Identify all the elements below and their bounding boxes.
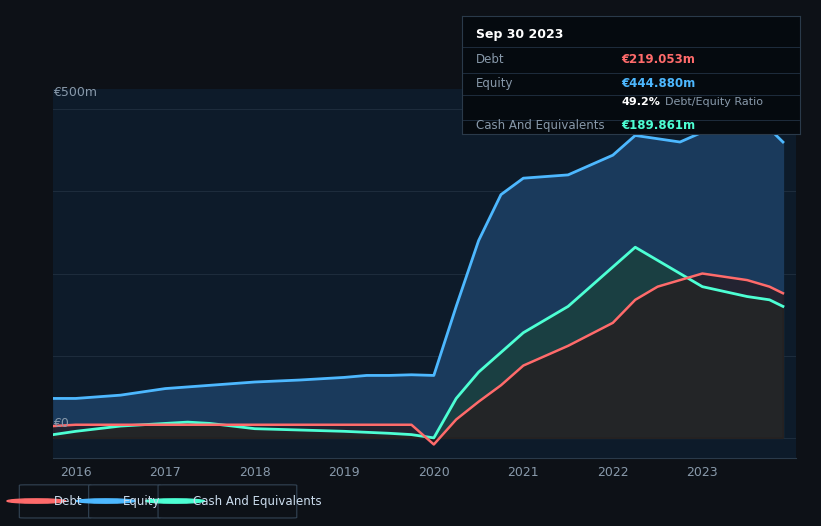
Circle shape xyxy=(76,499,135,503)
Text: €219.053m: €219.053m xyxy=(621,53,695,66)
Text: €500m: €500m xyxy=(53,86,98,98)
Text: €444.880m: €444.880m xyxy=(621,77,695,90)
Text: Cash And Equivalents: Cash And Equivalents xyxy=(193,494,321,508)
Circle shape xyxy=(7,499,66,503)
Text: Debt: Debt xyxy=(54,494,83,508)
FancyBboxPatch shape xyxy=(20,485,91,518)
Text: Cash And Equivalents: Cash And Equivalents xyxy=(475,119,604,133)
Text: Equity: Equity xyxy=(123,494,161,508)
FancyBboxPatch shape xyxy=(158,485,297,518)
Text: Debt/Equity Ratio: Debt/Equity Ratio xyxy=(665,97,764,107)
Text: Debt: Debt xyxy=(475,53,504,66)
FancyBboxPatch shape xyxy=(89,485,161,518)
Circle shape xyxy=(146,499,204,503)
Text: 49.2%: 49.2% xyxy=(621,97,660,107)
Text: €0: €0 xyxy=(53,417,69,430)
Text: Sep 30 2023: Sep 30 2023 xyxy=(475,27,563,41)
Text: €189.861m: €189.861m xyxy=(621,119,695,133)
Text: Equity: Equity xyxy=(475,77,513,90)
